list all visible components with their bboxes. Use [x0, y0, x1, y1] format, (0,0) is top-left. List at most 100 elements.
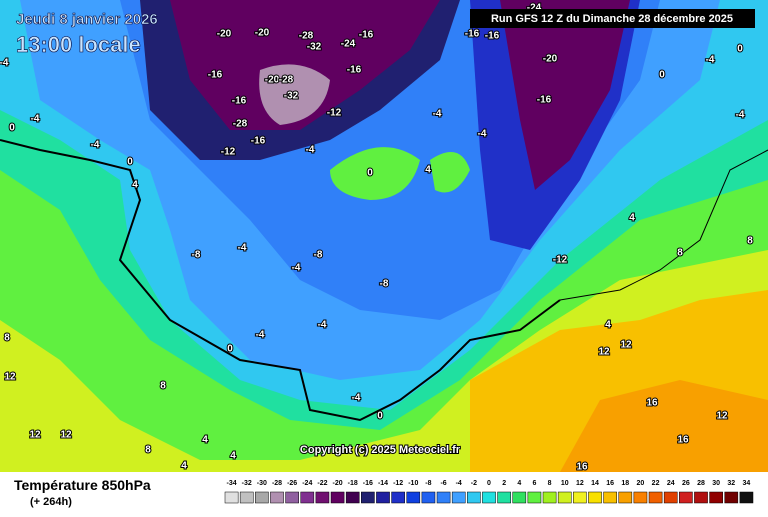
- temperature-label: -4: [318, 320, 327, 331]
- temperature-label: -16: [465, 29, 480, 40]
- scale-label: -8: [425, 480, 431, 487]
- scale-swatch: [648, 491, 663, 504]
- temperature-label: -4: [706, 55, 715, 66]
- scale-label: 32: [727, 480, 735, 487]
- temperature-label: -20: [217, 29, 232, 40]
- temperature-label: -4: [478, 129, 487, 140]
- forecast-date: Jeudi 8 janvier 2026: [16, 11, 158, 28]
- scale-swatch: [679, 491, 693, 504]
- temperature-label: -4: [292, 263, 301, 274]
- scale-swatch: [421, 491, 436, 504]
- scale-label: 30: [712, 480, 720, 487]
- temperature-label: -28: [279, 75, 294, 86]
- temperature-label: -4: [238, 243, 247, 254]
- temperature-label: 16: [677, 435, 689, 446]
- temperature-label: -16: [359, 30, 374, 41]
- scale-swatch: [376, 491, 390, 504]
- temperature-label: -16: [232, 96, 247, 107]
- temperature-label: 4: [202, 435, 208, 446]
- scale-label: -34: [227, 480, 237, 487]
- temperature-label: -28: [299, 31, 314, 42]
- scale-swatch: [255, 491, 269, 504]
- temperature-label: -32: [284, 91, 299, 102]
- scale-swatch: [527, 491, 542, 504]
- scale-swatch: [482, 491, 496, 504]
- scale-label: 22: [652, 480, 660, 487]
- scale-label: -20: [333, 480, 343, 487]
- temperature-label: 4: [132, 180, 138, 191]
- scale-label: 14: [591, 480, 599, 487]
- mild-pocket: [330, 147, 420, 200]
- temperature-label: -4: [31, 114, 40, 125]
- scale-swatch: [724, 491, 739, 504]
- scale-label: -26: [287, 480, 297, 487]
- scale-label: 8: [548, 480, 552, 487]
- temperature-label: 4: [230, 451, 236, 462]
- scale-swatch: [497, 491, 511, 504]
- footer-title: Température 850hPa: [14, 477, 151, 493]
- scale-swatch: [588, 491, 602, 504]
- scale-label: 18: [621, 480, 629, 487]
- temperature-label: -28: [233, 119, 248, 130]
- scale-label: 16: [606, 480, 614, 487]
- scale-swatch: [573, 491, 587, 504]
- scale-label: 6: [532, 480, 536, 487]
- scale-label: -28: [272, 480, 282, 487]
- temperature-label: -12: [553, 255, 568, 266]
- run-box: [470, 9, 755, 28]
- mild-pocket: [430, 152, 470, 193]
- scale-label: 20: [637, 480, 645, 487]
- scale-swatch: [436, 491, 451, 504]
- temperature-label: 4: [181, 461, 187, 472]
- scale-label: -12: [393, 480, 403, 487]
- temperature-label: 12: [60, 430, 72, 441]
- scale-swatch: [557, 491, 572, 504]
- scale-swatch: [300, 491, 315, 504]
- temperature-label: 0: [659, 70, 665, 81]
- scale-label: 26: [682, 480, 690, 487]
- temperature-label: -20: [255, 28, 270, 39]
- scale-swatch: [451, 491, 466, 504]
- temperature-label: 0: [127, 157, 133, 168]
- scale-swatch: [315, 491, 330, 504]
- temperature-label: -4: [433, 109, 442, 120]
- scale-label: 10: [561, 480, 569, 487]
- temperature-label: 8: [747, 236, 753, 247]
- scale-swatch: [739, 491, 754, 504]
- temperature-label: 8: [4, 333, 10, 344]
- temperature-label: -8: [314, 250, 323, 261]
- scale-swatch: [330, 491, 345, 504]
- temperature-label: -16: [347, 65, 362, 76]
- temperature-label: -4: [0, 58, 9, 69]
- coastline: [559, 149, 768, 301]
- scale-label: -6: [440, 480, 446, 487]
- temperature-label: 12: [598, 347, 610, 358]
- arctic-region: [170, 0, 440, 130]
- scale-label: -22: [317, 480, 327, 487]
- scale-label: -24: [302, 480, 312, 487]
- arctic-region: [500, 0, 630, 190]
- warm-region: [560, 380, 768, 472]
- scale-label: -10: [408, 480, 418, 487]
- temperature-label: -4: [736, 110, 745, 121]
- temperature-label: 12: [4, 372, 16, 383]
- temperature-label: 12: [716, 411, 728, 422]
- temperature-label: 8: [145, 445, 151, 456]
- scale-label: -30: [257, 480, 267, 487]
- temperature-label: -20: [265, 75, 280, 86]
- scale-label: -4: [456, 480, 462, 487]
- temperature-label: 16: [576, 462, 588, 473]
- scale-swatch: [618, 491, 633, 504]
- temperature-label: 12: [29, 430, 41, 441]
- scale-label: -16: [363, 480, 373, 487]
- scale-swatch: [603, 491, 617, 504]
- temperature-label: 12: [620, 340, 632, 351]
- temperature-label: 16: [646, 398, 658, 409]
- scale-swatch: [709, 491, 723, 504]
- freezing-contour: [0, 139, 561, 422]
- temperature-label: -24: [341, 39, 356, 50]
- scale-swatch: [239, 491, 254, 504]
- temperature-label: 0: [377, 411, 383, 422]
- scale-swatch: [512, 491, 527, 504]
